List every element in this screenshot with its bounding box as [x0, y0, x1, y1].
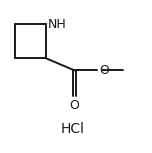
Text: O: O [70, 99, 79, 112]
Text: HCl: HCl [61, 121, 85, 136]
Text: O: O [99, 64, 109, 77]
Text: NH: NH [47, 18, 66, 31]
